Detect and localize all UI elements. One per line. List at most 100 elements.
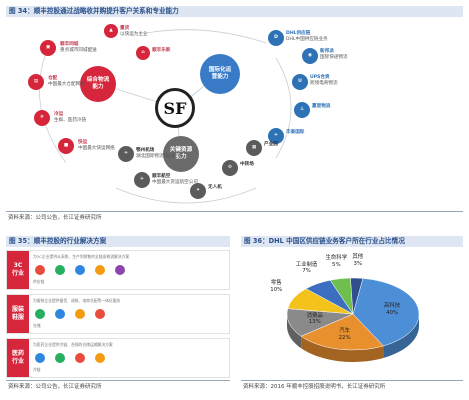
node-right-2: UPS合资 跨境电商物流 (310, 75, 338, 86)
hub-logistics: 综合物流 能力 (80, 66, 116, 102)
node-top-1: 顺丰乐家 (152, 48, 171, 53)
snowflake-icon: ❄ (34, 110, 50, 126)
node-left-2: 冷运 生鲜、医药冷链 (54, 112, 87, 123)
figure-35-source: 资料来源：公司公告，长江证券研究所 (8, 384, 102, 390)
figure-35-solutions: 3C 行业 为3C企业提供从采购、生产到销售的全链条物流解决方案 供应链 服装 … (6, 248, 230, 380)
transfer-icon (55, 309, 65, 319)
solution-band-apparel: 服装 鞋服 为服装企业提供备货、调拨、电商仓配等一体化服务 仓储 (6, 294, 230, 334)
warehouse-icon (55, 353, 65, 363)
figure-34-source: 资料来源：公司公告，长江证券研究所 (8, 215, 102, 221)
delivery-icon (95, 353, 105, 363)
pie-slice-6 (350, 277, 364, 315)
delivery-icon (75, 309, 85, 319)
figure-35-title: 图 35：顺丰控股的行业解决方案 (6, 236, 230, 247)
pie-label-2: 消费品 13% (303, 313, 327, 326)
sf-logo-text: SF (163, 98, 187, 118)
cargo-icon: ▲ (104, 24, 118, 38)
hub-key-resources-label: 关键资源 能力 (169, 147, 193, 160)
pie-label-value: 40% (386, 309, 399, 316)
pie-slice-side-2 (287, 314, 302, 349)
pie-chart-svg (286, 277, 420, 362)
warehouse-icon (55, 265, 65, 275)
sf-logo: SF (155, 88, 195, 128)
band-desc: 为3C企业提供从采购、生产到销售的全链条物流解决方案 (33, 254, 130, 259)
chain-icon (35, 265, 45, 275)
band-step: 冷链 (33, 367, 41, 372)
pie-label-value: 7% (302, 268, 311, 275)
industrial-park-icon: ▦ (246, 140, 262, 156)
pie-label-6: 其他 3% (346, 254, 370, 267)
pie-label-0: 高科技 40% (380, 303, 404, 316)
divider (6, 211, 463, 212)
pie-slice-0 (352, 278, 420, 347)
home-icon: ⌂ (136, 46, 150, 60)
pie-label-value: 22% (338, 334, 351, 341)
service-icon (115, 265, 125, 275)
pie-label-category: 汽车 (339, 328, 351, 335)
box-icon (95, 265, 105, 275)
node-right-3: 嘉里物流 (312, 104, 331, 109)
ship-icon: ⚓ (294, 102, 310, 118)
node-top-0: 重货 以快运为主业 (120, 26, 148, 37)
hub-key-resources: 关键资源 能力 (163, 136, 199, 172)
airport-icon: ✈ (118, 146, 134, 162)
pie-label-category: 工业制造 (295, 261, 318, 268)
pie-slice-side-1 (301, 336, 384, 362)
warehouse-icon (35, 309, 45, 319)
band-tag: 3C 行业 (7, 251, 29, 289)
warehouse-icon: ▤ (28, 74, 44, 90)
node-left-0: 顺丰同城 重点城市同城配送 (60, 42, 97, 53)
box-icon: ■ (58, 138, 74, 154)
pie-label-category: 生命科学 (325, 255, 348, 262)
hub-international: 国际化运 营能力 (200, 54, 240, 94)
figure-34-title: 图 34：顺丰控股通过战略收并购提升客户关系和专业能力 (6, 6, 463, 17)
pie-label-category: 消费品 (306, 312, 323, 319)
node-bottom-1: 顺丰航空 中国最大货运航空公司 (152, 174, 198, 185)
band-tag: 医药 行业 (7, 339, 29, 377)
return-icon (95, 309, 105, 319)
node-bottom-5: 产业园 (264, 142, 278, 147)
ups-icon: U (292, 74, 308, 90)
pie-slice-side-0 (383, 314, 419, 358)
figure-36-source: 资料来源：2016 年顺丰控股招股说明书，长江证券研究所 (243, 384, 386, 390)
pie-label-category: 零售 (270, 280, 282, 287)
figure-34-diagram: 综合物流 能力 国际化运 营能力 关键资源 能力 SF ▣ 顺丰同城 重点城市同城… (6, 18, 463, 210)
pie-label-3: 零售 10% (264, 280, 288, 293)
plane-icon: ✈ (268, 128, 284, 144)
globe-icon: ◉ (302, 48, 318, 64)
solution-band-3c: 3C 行业 为3C企业提供从采购、生产到销售的全链条物流解决方案 供应链 (6, 250, 230, 290)
pie-label-category: 高科技 (383, 303, 401, 310)
band-desc: 为服装企业提供备货、调拨、电商仓配等一体化服务 (33, 298, 121, 303)
drone-icon: ✦ (190, 183, 206, 199)
band-step: 仓储 (33, 323, 41, 328)
divider (241, 380, 463, 381)
aircraft-icon: ✈ (134, 172, 150, 188)
pie-label-value: 3% (353, 260, 363, 267)
hub-logistics-label: 综合物流 能力 (86, 77, 110, 90)
node-bottom-0: 鄂州机场 湖北国际物流核心枢纽 (136, 148, 182, 159)
band-tag: 服装 鞋服 (7, 295, 29, 333)
node-right-4: 丰泰国际 (286, 130, 305, 135)
band-desc: 为医药企业提供冷链、合规的仓储运输解决方案 (33, 342, 113, 347)
pie-label-5: 生命科学 5% (324, 255, 348, 268)
truck-icon: ▣ (40, 40, 56, 56)
pie-label-value: 13% (308, 319, 321, 326)
node-left-1: 仓配 中国最大仓配网络 (48, 76, 85, 87)
band-step: 供应链 (33, 279, 45, 284)
divider (6, 380, 230, 381)
figure-36-pie-chart: 高科技 40% 汽车 22% 消费品 13% 零售 10% 工业制造 7% 生命科学 5% 其他 3% (241, 248, 463, 380)
node-right-1: 新邦派 国际快递物流 (320, 49, 348, 60)
node-right-0: DHL供应链 DHL中国供应链业务 (286, 31, 328, 42)
hub-international-label: 国际化运 营能力 (208, 67, 232, 80)
figure-36-title: 图 36：DHL 中国区供应链业务客户所在行业占比情况 (241, 236, 463, 247)
hub-station-icon: ⚙ (222, 160, 238, 176)
pie-label-value: 5% (332, 261, 341, 268)
pie-label-1: 汽车 22% (333, 328, 357, 341)
dhl-icon: D (268, 30, 284, 46)
pie-label-4: 工业制造 7% (295, 262, 319, 275)
pie-label-category: 其他 (352, 254, 364, 261)
node-bottom-4: 中转场 (240, 162, 254, 167)
pie-label-value: 10% (270, 286, 283, 293)
truck-icon (75, 353, 85, 363)
snowflake-icon (35, 353, 45, 363)
